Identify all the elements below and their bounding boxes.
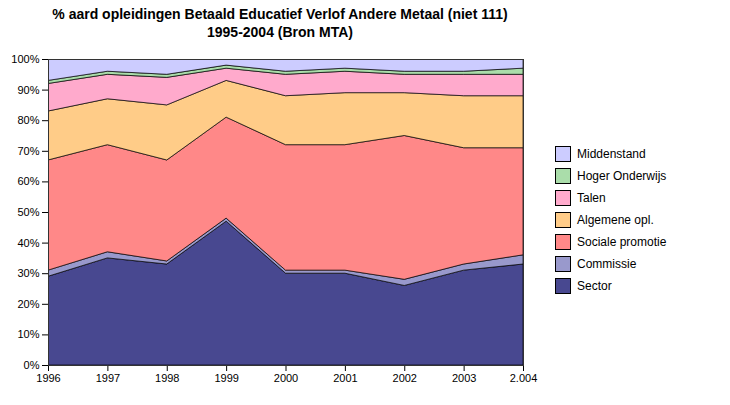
svg-text:20%: 20% [17,298,39,310]
html-text:Algemene opl.: Algemene opl. [577,213,654,227]
svg-text:2001: 2001 [333,372,357,384]
svg-text:1998: 1998 [155,372,179,384]
html-text:Commissie: Commissie [577,257,637,271]
svg-text:2.004: 2.004 [510,372,538,384]
svg-text:2000: 2000 [274,372,298,384]
html-text:Talen: Talen [577,191,606,205]
svg-text:60%: 60% [17,175,39,187]
svg-text:100%: 100% [11,53,39,65]
svg-text:1997: 1997 [96,372,120,384]
svg-text:1996: 1996 [36,372,60,384]
html-text:Middenstand: Middenstand [577,147,646,161]
html-text:Sociale promotie: Sociale promotie [577,235,667,249]
svg-text:2003: 2003 [452,372,476,384]
svg-text:10%: 10% [17,328,39,340]
svg-text:2002: 2002 [393,372,417,384]
html-text:Sector: Sector [577,279,612,293]
html-text:Hoger Onderwijs: Hoger Onderwijs [577,169,667,183]
svg-text:40%: 40% [17,237,39,249]
html-text:% aard opleidingen Betaald Edu: % aard opleidingen Betaald Educatief Ver… [52,6,508,40]
svg-text:30%: 30% [17,267,39,279]
svg-text:90%: 90% [17,84,39,96]
svg-text:80%: 80% [17,114,39,126]
svg-text:50%: 50% [17,206,39,218]
svg-text:70%: 70% [17,145,39,157]
svg-text:1999: 1999 [214,372,238,384]
svg-text:0%: 0% [24,359,40,371]
